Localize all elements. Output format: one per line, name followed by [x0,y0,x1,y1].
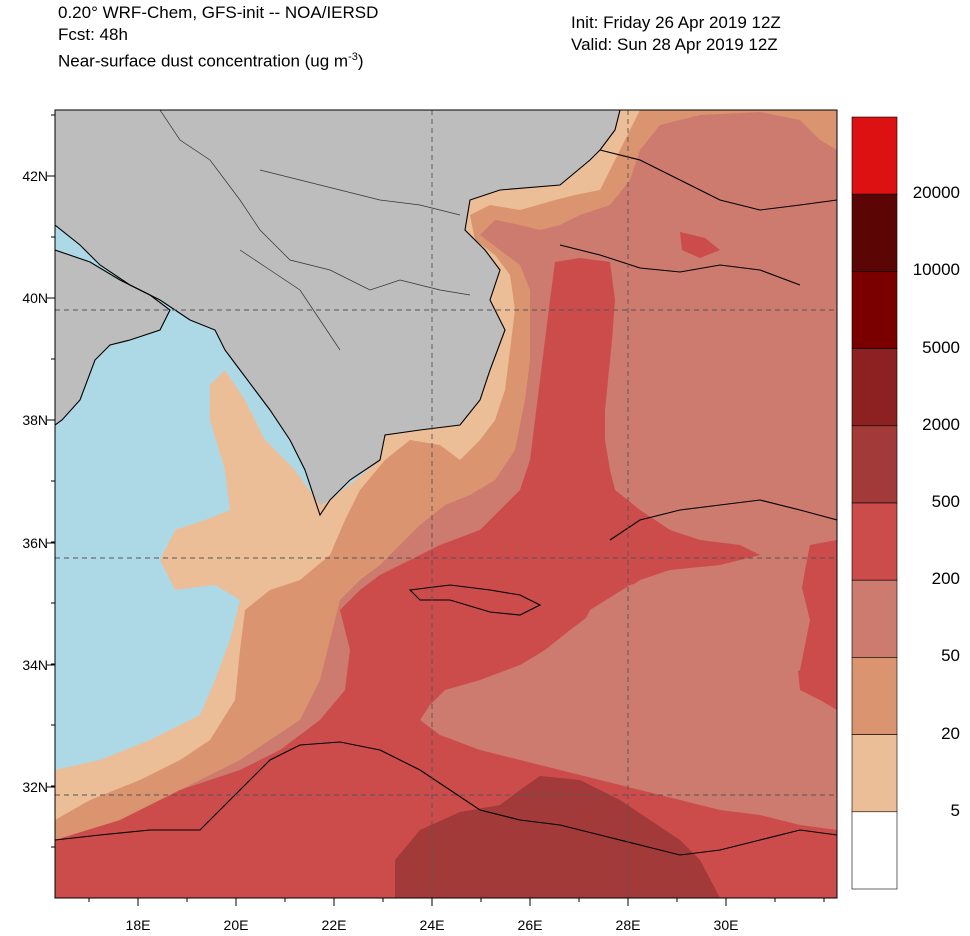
variable-unit-exponent: -3 [348,51,358,63]
colorbar-label: 50 [941,646,960,666]
lon-tick-label: 18E [126,917,151,933]
colorbar-label: 500 [931,492,960,511]
graticule [55,110,837,898]
contour-500 [395,776,720,898]
land-balkans [55,110,620,515]
model-title: 0.20° WRF-Chem, GFS-init -- NOA/IERSD [58,3,379,22]
colorbar-label: 20 [941,723,960,743]
lon-tick-label: 26E [518,917,543,933]
lon-tick-label: 28E [616,917,641,933]
map-plot-area [55,110,837,898]
map-header-left: 0.20° WRF-Chem, GFS-init -- NOA/IERSD Fc… [58,2,378,73]
lat-tick-label: 38N [22,412,48,428]
colorbar-swatch [851,116,898,195]
lon-tick-label: 22E [322,917,347,933]
colorbar-swatch [851,348,898,427]
lat-tick-label: 34N [22,657,48,673]
valid-time: Valid: Sun 28 Apr 2019 12Z [571,35,778,54]
lon-tick-label: 24E [420,917,445,933]
map-header-right: Init: Friday 26 Apr 2019 12Z Valid: Sun … [571,12,781,56]
country-borders [159,110,471,351]
contour-200-northeast [680,232,720,258]
colorbar-label: 2000 [922,414,960,434]
colorbar-swatch [851,811,898,890]
colorbar-swatch [851,425,898,504]
lat-ticks [47,114,55,848]
map-frame [54,109,838,899]
colorbar-label: 10000 [912,260,960,280]
colorbar-swatch [851,579,898,658]
variable-title-end: ) [357,51,364,71]
lat-tick-label: 42N [22,168,48,184]
colorbar-swatch [851,502,898,581]
contour-200-east [795,540,837,710]
lat-tick-label: 32N [22,779,48,795]
lon-ticks [88,898,825,906]
colorbar-swatch [851,657,898,735]
land-italy [55,250,170,425]
lat-tick-label: 36N [22,535,48,551]
lon-tick-label: 30E [714,917,739,933]
coastlines [55,110,837,856]
lat-labels: 42N 40N 38N 36N 34N 32N [22,168,48,795]
variable-title: Near-surface dust concentration (ug m-3) [58,46,378,73]
init-time: Init: Friday 26 Apr 2019 12Z [571,13,781,32]
colorbar-label: 5 [950,800,960,820]
contour-200 [55,258,837,898]
lon-tick-label: 20E [224,917,249,933]
contour-50-southeast [570,565,810,700]
lat-tick-label: 40N [22,290,48,306]
forecast-hour: Fcst: 48h [58,25,128,44]
colorbar-label: 200 [931,569,960,589]
lon-labels: 18E 20E 22E 24E 26E 28E 30E [126,917,739,933]
colorbar-label: 20000 [912,183,960,203]
colorbar-swatch [851,271,898,349]
colorbar-swatch [851,193,898,272]
variable-title-main: Near-surface dust concentration (ug m [58,51,349,71]
colorbar-swatch [851,734,898,813]
colorbar-label: 5000 [922,337,960,357]
contour-50 [55,110,837,898]
colorbar [851,116,898,890]
